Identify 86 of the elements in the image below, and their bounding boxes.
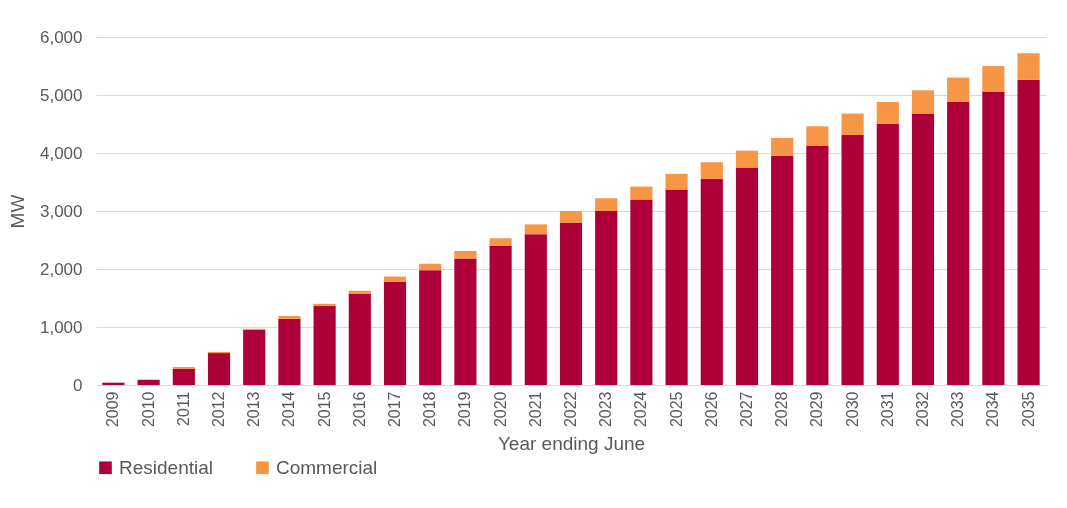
bar — [630, 186, 653, 200]
bar — [383, 281, 407, 385]
bar — [806, 126, 829, 146]
bar — [665, 173, 688, 190]
x-tick-label: 2029 — [808, 391, 826, 428]
bar — [207, 353, 231, 385]
bar — [278, 315, 301, 319]
bar — [771, 137, 794, 156]
bar — [876, 101, 899, 124]
bar — [595, 211, 618, 385]
bar — [665, 189, 688, 385]
x-tick-label: 2022 — [562, 391, 579, 428]
x-tick-label: 2021 — [526, 391, 544, 428]
x-tick-label: 2031 — [878, 391, 896, 428]
x-axis-title: Year ending June — [497, 433, 646, 455]
bar — [348, 290, 371, 294]
legend-label: Residential — [119, 456, 213, 478]
bar — [1017, 53, 1040, 80]
x-tick-label: 2019 — [456, 391, 474, 428]
x-tick-label: 2025 — [667, 391, 685, 428]
bar — [947, 101, 970, 385]
bar — [630, 199, 653, 385]
bar — [876, 124, 899, 385]
bar — [841, 113, 864, 136]
x-tick-label: 2023 — [597, 391, 615, 428]
bar — [700, 179, 723, 385]
x-tick-label: 2011 — [174, 391, 192, 426]
bar — [243, 329, 266, 385]
bar — [172, 368, 195, 385]
x-tick-label: 2013 — [245, 391, 263, 428]
x-tick-label: 2024 — [632, 391, 650, 428]
x-tick-label: 2018 — [421, 391, 439, 428]
bar — [559, 211, 583, 223]
bar — [700, 162, 723, 180]
bar — [735, 167, 759, 385]
bar — [454, 251, 477, 259]
x-tick-label: 2033 — [949, 391, 967, 428]
x-tick-label: 2017 — [386, 391, 404, 428]
bar — [947, 77, 970, 102]
y-tick-label: 0 — [73, 375, 83, 395]
x-tick-label: 2015 — [315, 391, 333, 428]
x-tick-label: 2012 — [210, 391, 228, 428]
x-tick-label: 2035 — [1019, 391, 1037, 428]
bar — [313, 306, 336, 385]
x-tick-label: 2014 — [280, 391, 298, 428]
legend-label: Commercial — [276, 456, 378, 478]
y-tick-label: 4,000 — [39, 143, 83, 163]
bar — [771, 155, 794, 385]
bar — [911, 113, 935, 385]
bar — [559, 222, 583, 385]
y-axis-title: MW — [6, 194, 28, 229]
bar — [735, 150, 759, 168]
bar — [137, 379, 160, 385]
bar — [419, 263, 442, 271]
x-tick-label: 2032 — [913, 391, 931, 428]
x-tick-label: 2010 — [139, 391, 157, 428]
bar — [982, 66, 1005, 92]
y-tick-label: 1,000 — [39, 317, 83, 337]
x-tick-label: 2030 — [843, 391, 861, 428]
x-tick-label: 2027 — [737, 391, 755, 428]
bar — [383, 276, 407, 282]
y-tick-label: 2,000 — [39, 259, 83, 279]
bar — [1017, 79, 1040, 385]
x-tick-label: 2028 — [773, 391, 791, 428]
bar — [524, 224, 547, 235]
y-tick-label: 3,000 — [39, 201, 83, 221]
bar — [348, 293, 371, 385]
y-tick-label: 5,000 — [39, 85, 83, 105]
x-tick-label: 2034 — [984, 391, 1002, 428]
bar — [278, 318, 301, 385]
bar — [489, 245, 512, 385]
bar — [524, 234, 547, 385]
bar — [841, 135, 864, 385]
x-tick-label: 2016 — [350, 391, 368, 428]
bar — [595, 198, 618, 211]
bar — [102, 382, 125, 385]
bar — [489, 238, 512, 246]
bar — [454, 258, 477, 385]
bar — [982, 91, 1005, 385]
bar — [419, 270, 442, 385]
x-tick-label: 2009 — [104, 391, 122, 428]
x-tick-label: 2020 — [491, 391, 509, 428]
bar — [806, 145, 829, 385]
y-tick-label: 6,000 — [39, 27, 83, 47]
bar — [911, 90, 935, 114]
x-tick-label: 2026 — [702, 391, 720, 428]
